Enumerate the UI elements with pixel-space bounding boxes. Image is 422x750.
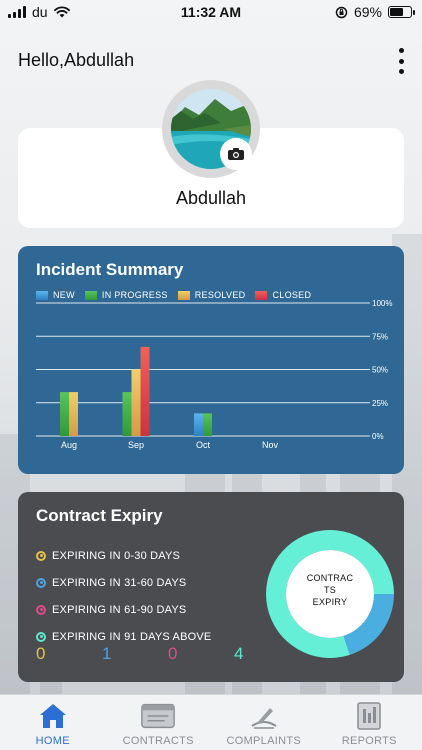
bar-resolved <box>131 369 141 436</box>
battery-fill <box>390 8 404 16</box>
incident-legend: NEW IN PROGRESS RESOLVED CLOSED <box>36 290 311 300</box>
tab-home[interactable]: HOME <box>0 695 106 750</box>
y-tick-label: 25% <box>372 399 388 408</box>
profile-name: Abdullah <box>175 188 247 208</box>
y-tick-label: 75% <box>372 332 388 341</box>
donut-label-line: CONTRAC <box>306 573 354 583</box>
contracts-donut[interactable]: CONTRAC TS EXPIRY <box>266 530 394 658</box>
greeting-text: Hello,Abdullah <box>18 50 135 70</box>
tab-label: COMPLAINTS <box>226 735 301 747</box>
legend-label: NEW <box>53 290 75 300</box>
donut-slice <box>343 594 394 655</box>
expiry-dot-91-above <box>36 631 46 642</box>
donut-label: CONTRAC TS EXPIRY <box>266 572 394 608</box>
legend-item-resolved: RESOLVED <box>177 290 246 300</box>
expiry-label: EXPIRING IN 31-60 DAYS <box>52 576 187 589</box>
expiry-item-31-60: EXPIRING IN 31-60 DAYS <box>36 569 211 596</box>
tab-reports[interactable]: REPORTS <box>317 695 422 750</box>
tab-label: REPORTS <box>341 735 397 747</box>
camera-icon <box>228 148 244 160</box>
count-91-above: 4 <box>234 644 244 663</box>
bar-resolved <box>69 392 78 436</box>
status-left: du <box>8 4 70 20</box>
status-bar: du 11:32 AM 69% <box>0 0 422 24</box>
count-61-90: 0 <box>168 644 178 663</box>
legend-label: IN PROGRESS <box>101 290 168 300</box>
expiry-label: EXPIRING IN 91 DAYS ABOVE <box>52 630 212 643</box>
legend-swatch-new <box>36 290 48 300</box>
y-tick-label: 0% <box>372 432 384 441</box>
x-tick-label: Sep <box>128 440 144 450</box>
donut-label-line: EXPIRY <box>312 597 348 607</box>
more-vertical-icon[interactable] <box>396 48 406 74</box>
status-time: 11:32 AM <box>180 4 242 20</box>
bar-in-progress <box>203 413 212 436</box>
bar-in-progress <box>60 392 69 436</box>
count-0-30: 0 <box>36 644 46 663</box>
expiry-counts: 0 1 0 4 <box>36 644 300 664</box>
tab-contracts[interactable]: CONTRACTS <box>106 695 212 750</box>
expiry-item-0-30: EXPIRING IN 0-30 DAYS <box>36 542 211 569</box>
bar-closed <box>140 346 150 436</box>
orientation-lock-icon <box>335 6 348 18</box>
donut-hole <box>286 550 374 638</box>
expiry-label: EXPIRING IN 0-30 DAYS <box>52 549 181 562</box>
tab-label: CONTRACTS <box>122 735 194 747</box>
x-tick-label: Aug <box>61 440 77 450</box>
legend-swatch-closed <box>255 290 268 300</box>
incident-summary-card: Incident Summary NEW IN PROGRESS RESOLVE… <box>18 246 404 474</box>
expiry-dot-31-60 <box>36 577 46 588</box>
avatar[interactable] <box>162 80 260 178</box>
donut-slice <box>266 530 394 658</box>
incident-summary-title: Incident Summary <box>36 260 184 279</box>
tab-label: HOME <box>35 735 70 747</box>
contract-expiry-title: Contract Expiry <box>36 506 163 525</box>
legend-item-in-progress: IN PROGRESS <box>84 290 168 300</box>
legend-label: CLOSED <box>272 290 312 300</box>
y-tick-label: 100% <box>372 299 392 308</box>
tab-complaints[interactable]: COMPLAINTS <box>211 695 317 750</box>
donut-label-line: TS <box>323 585 337 595</box>
status-right: 69% <box>335 4 415 20</box>
y-tick-label: 50% <box>372 366 388 375</box>
legend-swatch-in-progress <box>84 290 97 300</box>
contracts-icon <box>140 701 176 731</box>
legend-item-closed: CLOSED <box>255 290 311 300</box>
home-icon <box>35 701 71 731</box>
expiry-item-91-above: EXPIRING IN 91 DAYS ABOVE <box>36 623 211 650</box>
legend-item-new: NEW <box>36 290 75 300</box>
x-tick-label: Oct <box>196 440 211 450</box>
wifi-icon <box>53 6 70 18</box>
count-31-60: 1 <box>102 644 112 663</box>
donut-chart <box>266 530 394 658</box>
battery-icon <box>388 6 415 18</box>
legend-label: RESOLVED <box>194 290 246 300</box>
expiry-item-61-90: EXPIRING IN 61-90 DAYS <box>36 596 211 623</box>
expiry-dot-0-30 <box>36 550 46 561</box>
camera-button[interactable] <box>220 138 252 170</box>
x-tick-label: Nov <box>262 440 279 450</box>
battery-percent: 69% <box>353 4 382 20</box>
expiry-dot-61-90 <box>36 604 46 615</box>
complaints-icon <box>246 701 282 731</box>
legend-swatch-resolved <box>177 290 190 300</box>
signal-icon <box>8 6 26 18</box>
tab-bar: HOME CONTRACTS COMPLAINTS <box>0 694 422 750</box>
contract-expiry-card: Contract Expiry EXPIRING IN 0-30 DAYS EX… <box>18 492 404 682</box>
expiry-label: EXPIRING IN 61-90 DAYS <box>52 603 187 616</box>
bar-in-progress <box>122 392 132 436</box>
expiry-list: EXPIRING IN 0-30 DAYS EXPIRING IN 31-60 … <box>36 542 211 650</box>
bar-new <box>194 413 203 436</box>
carrier-label: du <box>32 4 48 20</box>
reports-icon <box>351 701 387 731</box>
incident-chart: 0% 25% 50% 75% 100% Aug Sep Oct Nov <box>36 299 392 450</box>
